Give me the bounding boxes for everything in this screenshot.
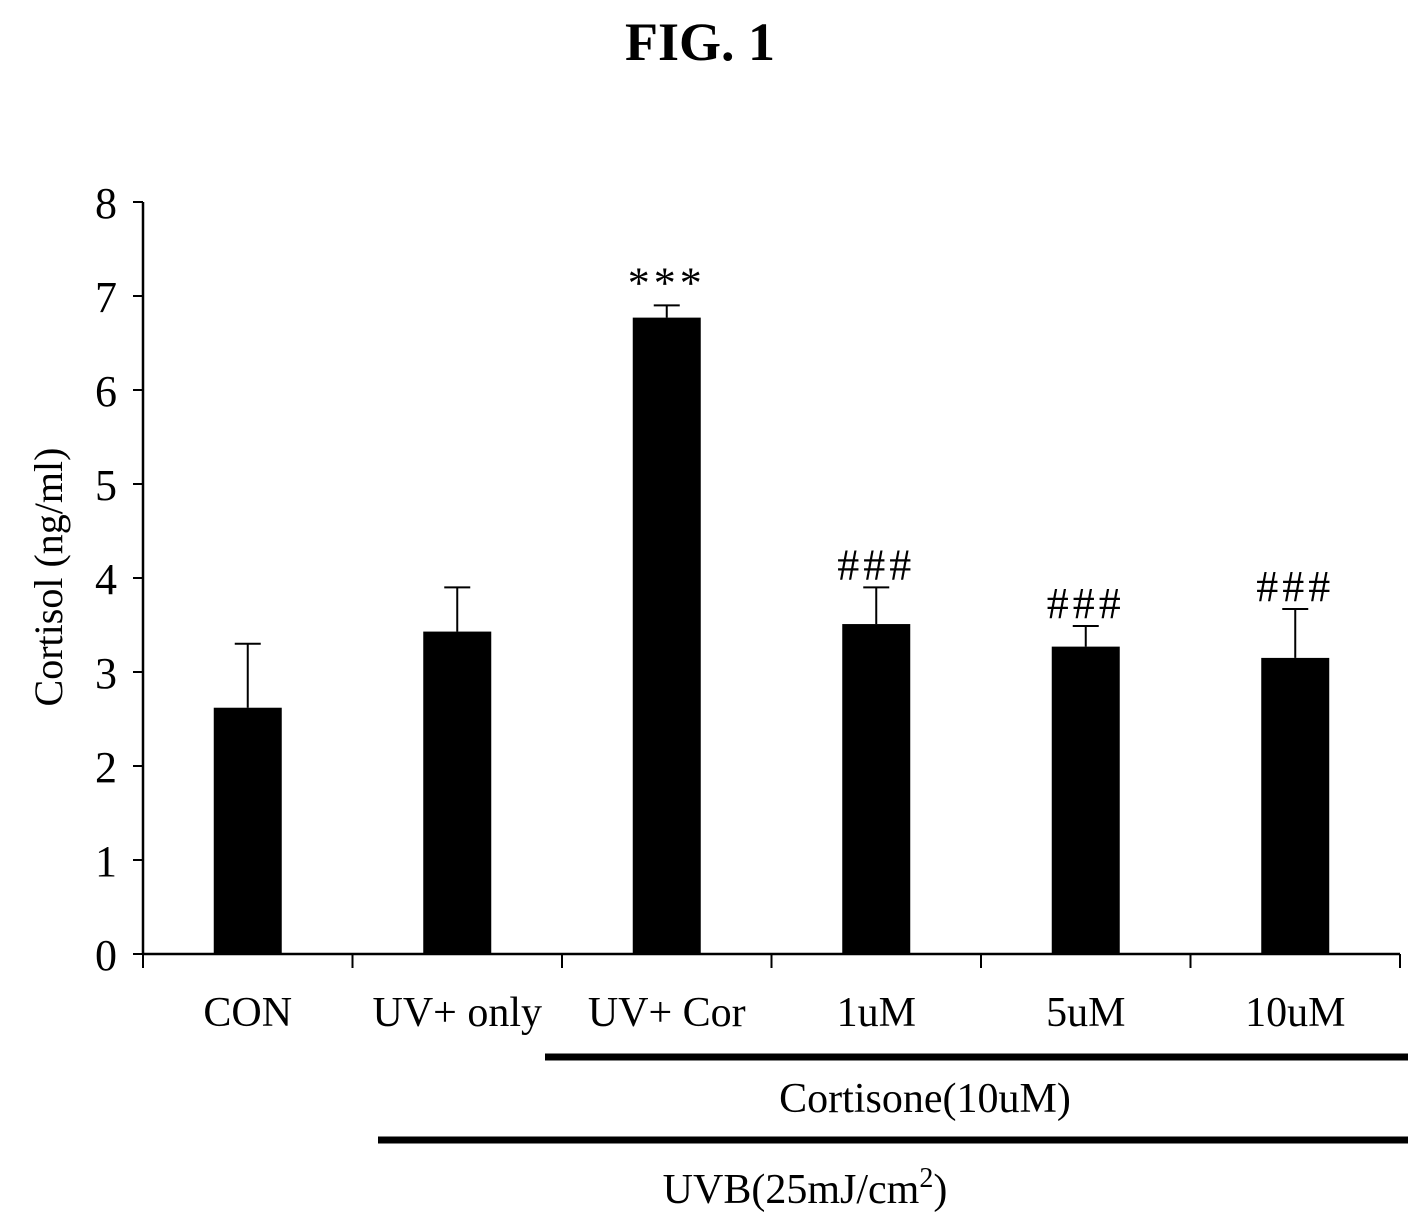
category-label: 1uM <box>837 990 916 1036</box>
x-axis-ticks <box>142 954 1401 968</box>
significance-annotation: *** <box>628 258 706 307</box>
significance-annotation: ### <box>1047 579 1125 628</box>
category-label: 10uM <box>1245 990 1345 1036</box>
bar <box>632 317 701 954</box>
bar <box>1051 646 1120 954</box>
bar <box>213 707 282 954</box>
y-tick-label: 8 <box>95 179 117 228</box>
significance-annotation: ### <box>1256 562 1334 611</box>
treatment-groups: Cortisone(10uM) UVB(25mJ/cm2) <box>378 1053 1408 1213</box>
y-tick-label: 7 <box>95 273 117 322</box>
y-tick-label: 0 <box>95 931 117 980</box>
uvb-group-label: UVB(25mJ/cm2) <box>663 1163 948 1213</box>
y-axis-ticks: 0 1 2 3 4 5 6 7 8 <box>95 179 143 980</box>
category-label: UV+ Cor <box>588 990 746 1036</box>
figure-title: FIG. 1 <box>625 12 775 72</box>
y-tick-label: 1 <box>95 837 117 886</box>
category-label: UV+ only <box>372 990 542 1036</box>
cortisone-group-label: Cortisone(10uM) <box>779 1076 1071 1122</box>
y-axis-label: Cortisol (ng/ml) <box>26 448 71 707</box>
y-tick-label: 4 <box>95 555 117 604</box>
bar <box>842 624 911 954</box>
category-label: 5uM <box>1046 990 1125 1036</box>
significance-annotations: *** ### ### ### <box>628 258 1334 628</box>
y-tick-label: 3 <box>95 649 117 698</box>
category-label: CON <box>203 990 292 1036</box>
bar <box>1261 657 1330 954</box>
y-tick-label: 5 <box>95 461 117 510</box>
bar <box>423 631 492 954</box>
bars <box>213 317 1330 954</box>
significance-annotation: ### <box>837 540 915 589</box>
error-bars <box>234 304 1309 708</box>
y-tick-label: 2 <box>95 743 117 792</box>
category-labels: CON UV+ only UV+ Cor 1uM 5uM 10uM <box>203 990 1345 1036</box>
y-tick-label: 6 <box>95 367 117 416</box>
